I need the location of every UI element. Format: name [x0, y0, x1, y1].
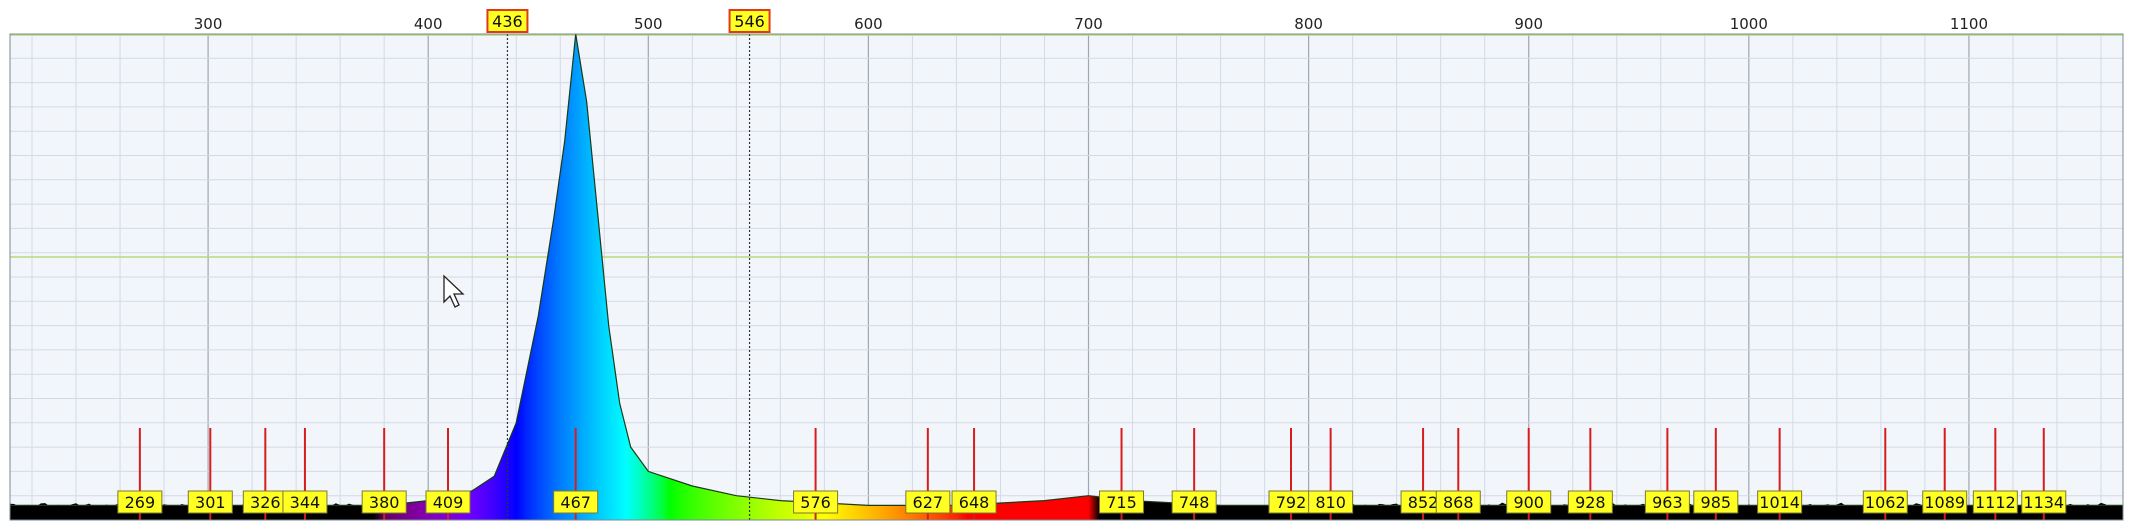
peak-label-text: 1014 [1759, 493, 1800, 512]
x-tick-label: 400 [414, 15, 443, 33]
peak-label-text: 467 [560, 493, 591, 512]
peak-label: 852 [1400, 490, 1446, 514]
spectrum-outline [10, 33, 2123, 506]
peak-label: 900 [1506, 490, 1552, 514]
peak-label-text: 409 [433, 493, 464, 512]
peak-label-text: 1062 [1865, 493, 1906, 512]
peak-label: 269 [117, 490, 163, 514]
peak-label-text: 810 [1315, 493, 1346, 512]
peak-label-text: 326 [250, 493, 281, 512]
peak-label: 344 [282, 490, 328, 514]
peak-labels: 269 301 326 344 380 409 467 576 627 648 715 748 792 8… [117, 490, 2067, 514]
peak-label: 748 [1171, 490, 1217, 514]
peak-label-box [905, 490, 951, 514]
peak-label-box [1171, 490, 1217, 514]
peak-label-text: 380 [369, 493, 400, 512]
peak-label-text: 748 [1179, 493, 1210, 512]
peak-label: 1089 [1922, 490, 1968, 514]
peak-label-text: 576 [800, 493, 831, 512]
peak-label: 963 [1644, 490, 1690, 514]
peak-label-box [282, 490, 328, 514]
marker-label-text: 436 [492, 12, 523, 31]
peak-label-box [187, 490, 233, 514]
peak-label: 326 [242, 490, 288, 514]
peak-label: 1014 [1757, 490, 1803, 514]
peak-label-box [553, 490, 599, 514]
peak-label: 1062 [1862, 490, 1908, 514]
marker-label[interactable]: 436 [486, 9, 529, 33]
peak-label: 627 [905, 490, 951, 514]
x-tick-label: 1100 [1950, 15, 1988, 33]
peak-label: 576 [793, 490, 839, 514]
peak-label: 409 [425, 490, 471, 514]
peak-label-text: 627 [913, 493, 944, 512]
x-axis-tick-labels: 300 400 500 600 700 800 900 1000 1100 [194, 15, 1988, 33]
peak-label-text: 792 [1276, 493, 1307, 512]
peak-label: 648 [951, 490, 997, 514]
x-tick-label: 700 [1074, 15, 1103, 33]
peak-label: 301 [187, 490, 233, 514]
peak-label: 380 [361, 490, 407, 514]
peak-label-text: 928 [1575, 493, 1606, 512]
peak-label: 810 [1308, 490, 1354, 514]
peak-label-box [117, 490, 163, 514]
peak-label: 467 [553, 490, 599, 514]
peak-label-box [1567, 490, 1613, 514]
peak-label-text: 963 [1652, 493, 1683, 512]
peak-label: 1134 [2021, 490, 2067, 514]
x-tick-label: 1000 [1730, 15, 1768, 33]
peak-label-box [1644, 490, 1690, 514]
x-tick-label: 600 [854, 15, 883, 33]
peak-label-text: 648 [959, 493, 990, 512]
grid [10, 34, 2123, 520]
peak-label-box [425, 490, 471, 514]
peak-label-text: 301 [195, 493, 226, 512]
peak-label-box [1757, 490, 1803, 514]
peak-label-box [2021, 490, 2067, 514]
peak-label-text: 269 [125, 493, 156, 512]
peak-label-box [1506, 490, 1552, 514]
mouse-pointer-shape [443, 274, 465, 308]
marker-label-box [486, 9, 529, 33]
x-tick-label: 800 [1294, 15, 1323, 33]
peak-label-text: 852 [1408, 493, 1439, 512]
peak-label-text: 715 [1106, 493, 1137, 512]
peak-label-text: 1112 [1975, 493, 2016, 512]
peak-label-text: 1089 [1924, 493, 1965, 512]
peak-label-text: 900 [1513, 493, 1544, 512]
peak-label: 868 [1435, 490, 1481, 514]
marker-labels: 436 546 [486, 9, 771, 33]
peak-label: 715 [1099, 490, 1145, 514]
x-tick-label: 300 [194, 15, 223, 33]
plot-border [9, 33, 2124, 521]
peak-label-box [1972, 490, 2018, 514]
peak-label-box [1308, 490, 1354, 514]
peak-label-box [951, 490, 997, 514]
mouse-pointer-icon [443, 274, 465, 308]
peak-label-text: 1134 [2023, 493, 2064, 512]
peak-label-box [1693, 490, 1739, 514]
peak-label: 985 [1693, 490, 1739, 514]
peak-label-box [1099, 490, 1145, 514]
peak-label-box [793, 490, 839, 514]
marker-label-text: 546 [734, 12, 765, 31]
x-tick-label: 500 [634, 15, 663, 33]
peak-label: 1112 [1972, 490, 2018, 514]
peak-label-box [1922, 490, 1968, 514]
peak-label: 792 [1268, 490, 1314, 514]
peak-label-text: 985 [1701, 493, 1732, 512]
marker-label[interactable]: 546 [728, 9, 771, 33]
peak-label-text: 868 [1443, 493, 1474, 512]
peak-label-text: 344 [290, 493, 321, 512]
peak-label-box [1435, 490, 1481, 514]
x-tick-label: 900 [1514, 15, 1543, 33]
marker-lines [506, 34, 751, 520]
spectrum-area [10, 34, 2123, 520]
peak-label: 928 [1567, 490, 1613, 514]
peak-label-box [361, 490, 407, 514]
peak-label-box [1862, 490, 1908, 514]
marker-label-box [728, 9, 771, 33]
